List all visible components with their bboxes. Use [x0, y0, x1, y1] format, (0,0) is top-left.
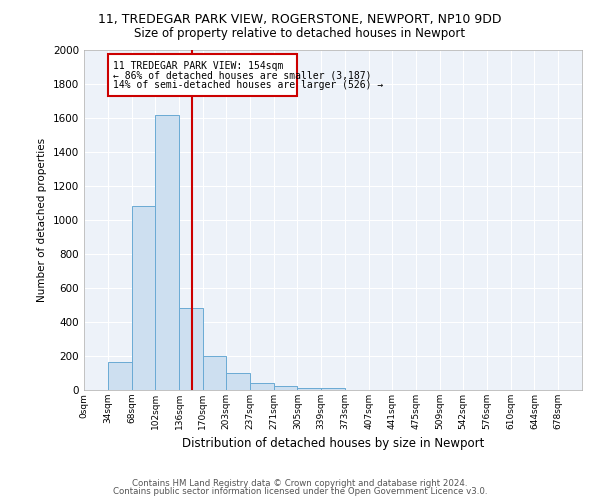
Bar [155, 114, 179, 390]
Bar [108, 362, 131, 390]
Y-axis label: Number of detached properties: Number of detached properties [37, 138, 47, 302]
Bar [226, 373, 250, 390]
FancyBboxPatch shape [108, 54, 298, 96]
Text: Size of property relative to detached houses in Newport: Size of property relative to detached ho… [134, 28, 466, 40]
X-axis label: Distribution of detached houses by size in Newport: Distribution of detached houses by size … [182, 438, 484, 450]
Bar [203, 356, 226, 390]
Text: 11, TREDEGAR PARK VIEW, ROGERSTONE, NEWPORT, NP10 9DD: 11, TREDEGAR PARK VIEW, ROGERSTONE, NEWP… [98, 12, 502, 26]
Text: Contains HM Land Registry data © Crown copyright and database right 2024.: Contains HM Land Registry data © Crown c… [132, 478, 468, 488]
Text: ← 86% of detached houses are smaller (3,187): ← 86% of detached houses are smaller (3,… [113, 70, 372, 81]
Bar [298, 388, 321, 390]
Bar [321, 388, 345, 390]
Bar [274, 386, 298, 390]
Text: Contains public sector information licensed under the Open Government Licence v3: Contains public sector information licen… [113, 488, 487, 496]
Bar [179, 308, 203, 390]
Text: 14% of semi-detached houses are larger (526) →: 14% of semi-detached houses are larger (… [113, 80, 383, 90]
Bar [250, 383, 274, 390]
Text: 11 TREDEGAR PARK VIEW: 154sqm: 11 TREDEGAR PARK VIEW: 154sqm [113, 61, 284, 71]
Bar [131, 206, 155, 390]
